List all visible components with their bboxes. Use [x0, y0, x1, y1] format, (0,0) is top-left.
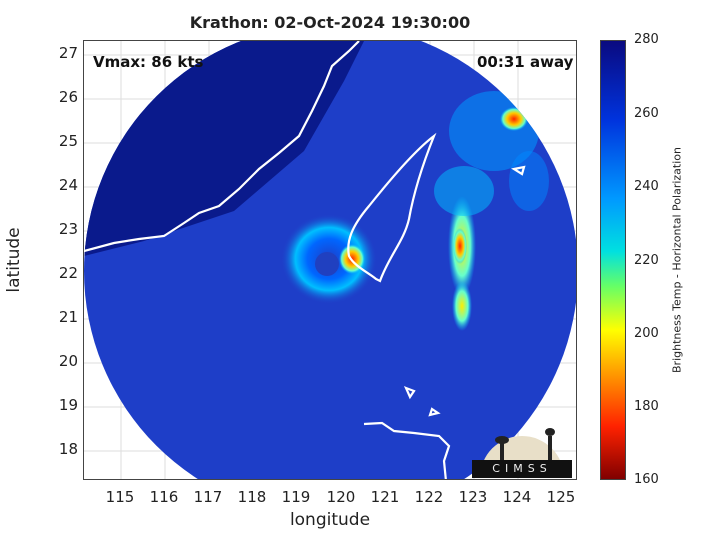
- x-axis-label: longitude: [289, 510, 371, 530]
- colorbar-tick: 200: [634, 326, 659, 341]
- vmax-label: Vmax: 86 kts: [93, 53, 204, 71]
- y-tick: 22: [58, 264, 78, 282]
- y-tick: 19: [58, 396, 78, 414]
- x-tick: 120: [326, 488, 356, 506]
- cimss-logo-text: CIMSS: [492, 462, 552, 475]
- y-tick: 21: [58, 308, 78, 326]
- y-tick: 20: [58, 352, 78, 370]
- x-tick: 118: [237, 488, 267, 506]
- colorbar-tick: 240: [634, 179, 659, 194]
- cimss-logo: CIMSS: [472, 410, 572, 478]
- x-tick: 116: [149, 488, 179, 506]
- y-tick: 26: [58, 88, 78, 106]
- colorbar-label: Brightness Temp - Horizontal Polarizatio…: [670, 147, 684, 373]
- x-tick: 122: [414, 488, 444, 506]
- x-tick: 125: [546, 488, 576, 506]
- map-title: Krathon: 02-Oct-2024 19:30:00: [189, 13, 471, 32]
- colorbar-tick: 260: [634, 106, 659, 121]
- y-tick: 24: [58, 176, 78, 194]
- y-tick: 18: [58, 440, 78, 458]
- y-axis-label: latitude: [4, 227, 24, 293]
- x-tick: 124: [502, 488, 532, 506]
- x-tick: 119: [281, 488, 311, 506]
- colorbar-tick: 280: [634, 32, 659, 47]
- colorbar-tick: 220: [634, 253, 659, 268]
- x-tick: 117: [193, 488, 223, 506]
- x-tick: 115: [105, 488, 135, 506]
- y-tick: 27: [58, 44, 78, 62]
- colorbar-tick: 180: [634, 399, 659, 414]
- y-tick: 25: [58, 132, 78, 150]
- brightness-swath: [84, 41, 576, 479]
- x-tick: 123: [458, 488, 488, 506]
- colorbar: [600, 40, 626, 480]
- y-tick: 23: [58, 220, 78, 238]
- coastlines: [84, 41, 526, 479]
- time-away-label: 00:31 away: [477, 53, 574, 71]
- colorbar-tick: 160: [634, 472, 659, 487]
- x-tick: 121: [370, 488, 400, 506]
- map-plot: [83, 40, 577, 480]
